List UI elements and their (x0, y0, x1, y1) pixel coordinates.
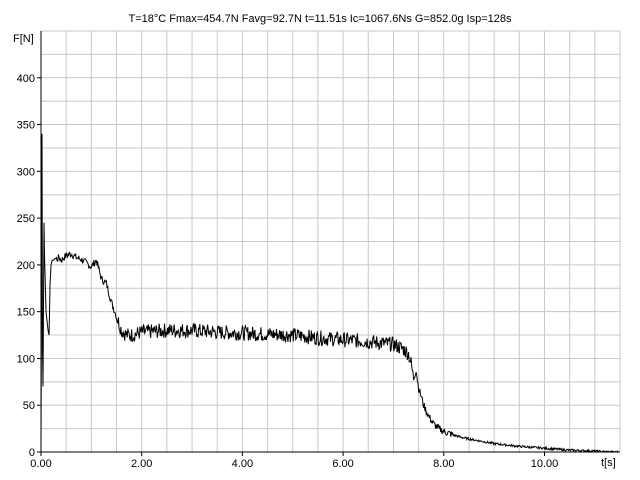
x-ticks: 0.00 2.00 4.00 6.00 8.00 10.00 (30, 452, 558, 470)
y-tick-label: 200 (17, 260, 35, 272)
series-line-0 (41, 134, 620, 452)
y-tick-label: 250 (17, 213, 35, 225)
y-tick-label: 350 (17, 120, 35, 132)
chart-title: T=18°C Fmax=454.7N Favg=92.7N t=11.51s I… (128, 13, 512, 25)
y-tick-label: 150 (17, 307, 35, 319)
y-tick-label: 0 (29, 447, 35, 459)
y-tick-label: 300 (17, 166, 35, 178)
x-tick-label: 10.00 (531, 458, 559, 470)
y-tick-label: 400 (17, 73, 35, 85)
x-tick-label: 4.00 (232, 458, 253, 470)
grid (41, 31, 620, 452)
y-tick-label: 50 (23, 400, 35, 412)
x-tick-label: 0.00 (30, 458, 51, 470)
y-tick-label: 100 (17, 353, 35, 365)
y-axis-label: F[N] (13, 33, 34, 45)
x-tick-label: 2.00 (131, 458, 152, 470)
series-group (41, 134, 620, 452)
y-ticks: 0 50 100 150 200 250 300 350 400 (17, 73, 41, 459)
x-tick-label: 8.00 (433, 458, 454, 470)
x-axis-label: t[s] (601, 457, 616, 469)
x-tick-label: 6.00 (332, 458, 353, 470)
